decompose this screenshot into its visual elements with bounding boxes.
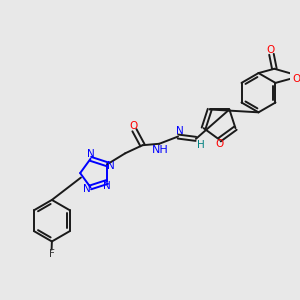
Text: N: N <box>87 149 94 160</box>
Text: N: N <box>103 181 111 191</box>
Text: NH: NH <box>152 145 169 154</box>
Text: H: H <box>197 140 205 150</box>
Text: O: O <box>267 45 275 55</box>
Text: N: N <box>107 161 115 171</box>
Text: F: F <box>49 249 55 259</box>
Text: O: O <box>129 121 137 130</box>
Text: O: O <box>292 74 300 84</box>
Text: N: N <box>176 126 183 136</box>
Text: O: O <box>215 140 224 149</box>
Text: N: N <box>83 184 91 194</box>
